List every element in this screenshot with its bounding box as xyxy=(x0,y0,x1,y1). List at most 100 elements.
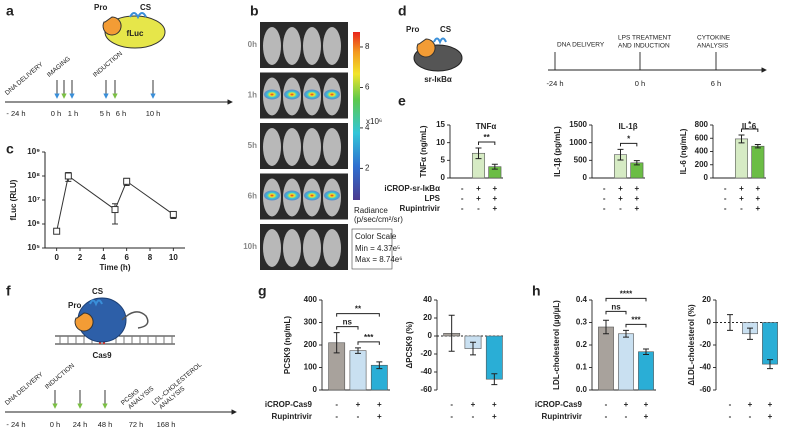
time-label: 0 h xyxy=(50,420,60,429)
panel-b-colorbar: x10⁶ Radiance (p/sec/cm²/sr) Color Scale… xyxy=(351,32,403,270)
mouse xyxy=(263,27,281,65)
condition-sign: + xyxy=(624,400,629,409)
marker xyxy=(123,177,131,185)
significance-bracket xyxy=(625,323,647,328)
colorbar-tick-label: 2 xyxy=(365,163,370,172)
scale-box xyxy=(351,228,393,270)
significance-bracket xyxy=(336,313,380,317)
protease-label: Pro xyxy=(406,25,419,34)
mouse xyxy=(303,27,321,65)
condition-sign: + xyxy=(377,400,382,409)
condition-sign: + xyxy=(492,204,497,213)
event-label: INDUCTION xyxy=(92,50,124,79)
error-bar xyxy=(617,148,624,161)
y-tick-label: 10⁸ xyxy=(27,171,40,180)
y-tick-label: 100 xyxy=(304,363,318,372)
event-label: AND INDUCTION xyxy=(618,43,670,50)
mouse xyxy=(263,229,281,267)
condition-sign: + xyxy=(492,412,497,421)
condition-label: iCROP-Cas9 xyxy=(265,400,313,409)
condition-sign: + xyxy=(634,204,639,213)
y-tick-label: 0 xyxy=(707,318,712,327)
y-tick-label: -40 xyxy=(420,367,432,376)
bar xyxy=(751,145,765,179)
signal xyxy=(304,190,320,201)
y-tick-label: 600 xyxy=(695,133,709,142)
condition-sign: - xyxy=(619,204,622,213)
significance-label: *** xyxy=(631,315,641,324)
condition-sign: + xyxy=(356,400,361,409)
significance-label: *** xyxy=(364,333,374,342)
condition-sign: - xyxy=(625,412,628,421)
time-label: 0 h xyxy=(635,79,645,88)
y-tick-label: 15 xyxy=(436,120,445,129)
condition-sign: + xyxy=(471,400,476,409)
guide-rna xyxy=(121,311,149,329)
y-tick-label: 400 xyxy=(695,147,709,156)
significance-label: * xyxy=(748,120,752,129)
error-bar xyxy=(738,134,745,144)
condition-sign: + xyxy=(476,194,481,203)
y-tick-label: 0 xyxy=(313,385,318,394)
y-tick-label: 0 xyxy=(583,173,588,182)
time-label: -24 h xyxy=(546,79,563,88)
significance-bracket xyxy=(741,128,759,132)
condition-sign: + xyxy=(492,184,497,193)
colorbar-tick-label: 6 xyxy=(365,83,370,92)
y-axis-label: LDL-cholesterol (µg/µL) xyxy=(552,300,561,390)
significance-bracket xyxy=(605,297,647,302)
mouse xyxy=(303,229,321,267)
condition-sign: + xyxy=(634,184,639,193)
panel-label: h xyxy=(532,283,541,299)
mouse xyxy=(283,128,301,166)
time-label: 6 h xyxy=(116,109,126,118)
time-label: 0 h xyxy=(51,109,61,118)
cleavage-site xyxy=(433,37,447,45)
y-tick-label: 10⁷ xyxy=(28,195,40,204)
condition-sign: + xyxy=(492,194,497,203)
cleavage-site xyxy=(129,12,147,20)
scale-title: Color Scale xyxy=(355,232,397,241)
error-bar xyxy=(333,332,340,354)
panel-f-diagram: Pro CS Cas9 DNA DELIVERY INDUCTION PCSK9… xyxy=(4,287,237,429)
condition-sign: + xyxy=(755,184,760,193)
condition-sign: - xyxy=(724,204,727,213)
x-axis-label: Time (h) xyxy=(100,263,131,272)
colorbar-unit: (p/sec/cm²/sr) xyxy=(354,215,403,224)
panel-label: g xyxy=(258,283,267,299)
condition-label: Rupintrivir xyxy=(542,412,582,421)
mouse xyxy=(303,128,321,166)
panel-label: b xyxy=(250,3,259,19)
time-label: 24 h xyxy=(73,420,88,429)
condition-sign: - xyxy=(729,412,732,421)
signal xyxy=(284,89,300,100)
signal xyxy=(264,190,280,201)
y-tick-label: 300 xyxy=(304,318,318,327)
condition-sign: - xyxy=(461,204,464,213)
protease-shape xyxy=(416,38,436,58)
time-label: - 24 h xyxy=(6,109,25,118)
error-bar xyxy=(470,341,476,356)
condition-sign: - xyxy=(603,184,606,193)
colorbar-tick-label: 4 xyxy=(365,123,370,132)
signal xyxy=(304,89,320,100)
event-label: ANALYSIS xyxy=(697,43,729,50)
condition-sign: + xyxy=(377,412,382,421)
condition-sign: + xyxy=(476,184,481,193)
x-tick-label: 0 xyxy=(54,253,59,262)
error-bar xyxy=(633,160,640,166)
mouse xyxy=(323,229,341,267)
y-tick-label: 1000 xyxy=(569,138,587,147)
scale-min: Min = 4.37e⁵ xyxy=(355,244,400,253)
condition-sign: - xyxy=(603,204,606,213)
significance-bracket xyxy=(478,141,496,145)
event-label: INDUCTION xyxy=(44,362,76,391)
condition-sign: - xyxy=(724,194,727,203)
bar xyxy=(762,322,778,365)
condition-label: LPS xyxy=(424,194,440,203)
condition-sign: + xyxy=(644,412,649,421)
condition-sign: - xyxy=(740,204,743,213)
condition-sign: - xyxy=(477,204,480,213)
effector-label: Cas9 xyxy=(92,351,112,360)
